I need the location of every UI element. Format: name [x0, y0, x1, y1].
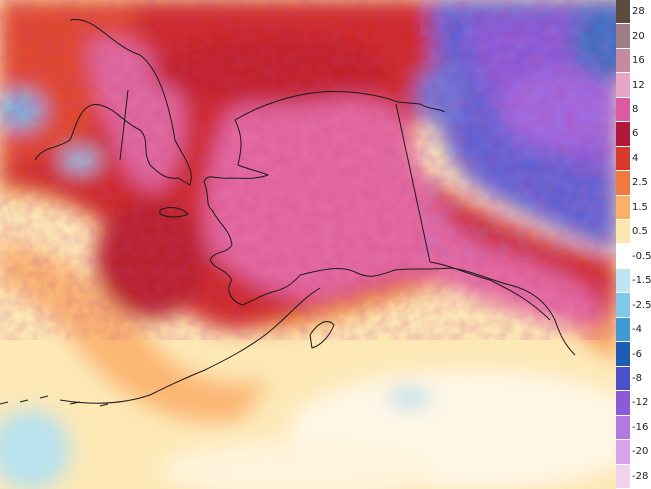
legend-label: 4 [632, 152, 639, 164]
legend-label: 1.5 [632, 201, 648, 213]
legend-label: -1.5 [632, 275, 651, 287]
legend-swatch [616, 171, 630, 196]
legend-label: 0.5 [632, 226, 648, 238]
panhandle-border [429, 261, 551, 321]
legend-label: -6 [632, 348, 642, 360]
alaska-peninsula [59, 287, 321, 404]
legend-swatch [616, 268, 630, 294]
aleutian-islands [0, 395, 109, 407]
legend-swatch [616, 73, 630, 98]
legend-swatch [616, 464, 630, 489]
legend-label: 6 [632, 128, 639, 140]
legend-swatch [616, 195, 630, 221]
texture-overlay-blue [420, 0, 616, 260]
legend-swatch [616, 415, 630, 441]
legend-label: -16 [632, 421, 649, 433]
legend-swatch [616, 24, 630, 49]
legend-swatch [616, 342, 630, 367]
legend-label: -8 [632, 372, 642, 384]
legend-swatch [616, 122, 630, 147]
legend-label: 12 [632, 79, 645, 91]
legend-swatch [616, 48, 630, 74]
legend-swatch [616, 146, 630, 172]
alaska-west-coast [203, 119, 301, 306]
color-legend: 28 20 16 12 8 6 4 2.5 1.5 0.5 -0.5 -1.5 -2.5 -4 -6 -8 -1… [616, 0, 651, 489]
legend-swatch [616, 0, 630, 25]
legend-label: -2.5 [632, 299, 651, 311]
legend-label: 20 [632, 30, 645, 42]
bering-strait-line [119, 89, 129, 161]
legend-swatch [616, 244, 630, 269]
coastlines [0, 18, 576, 407]
alaska-north-coast [234, 91, 446, 121]
legend-label: -20 [632, 446, 649, 458]
legend-label: 2.5 [632, 177, 648, 189]
temperature-anomaly-map [0, 0, 616, 489]
st-lawrence-island [159, 206, 189, 218]
alaska-south-coast [299, 267, 576, 356]
alaska-canada-border [395, 103, 431, 263]
kodiak-island [309, 321, 335, 349]
chukotka-coast [34, 18, 192, 186]
legend-swatch [616, 293, 630, 318]
legend-label: -28 [632, 470, 649, 482]
legend-label: -12 [632, 397, 649, 409]
legend-swatch [616, 317, 630, 343]
legend-label: -0.5 [632, 250, 651, 262]
legend-label: 16 [632, 55, 645, 67]
legend-swatch [616, 391, 630, 416]
legend-label: 28 [632, 6, 645, 18]
legend-swatch [616, 97, 630, 123]
legend-swatch [616, 366, 630, 392]
legend-swatch [616, 220, 630, 245]
legend-swatch [616, 440, 630, 465]
legend-label: -4 [632, 324, 642, 336]
legend-label: 8 [632, 104, 639, 116]
map-canvas [0, 0, 616, 489]
